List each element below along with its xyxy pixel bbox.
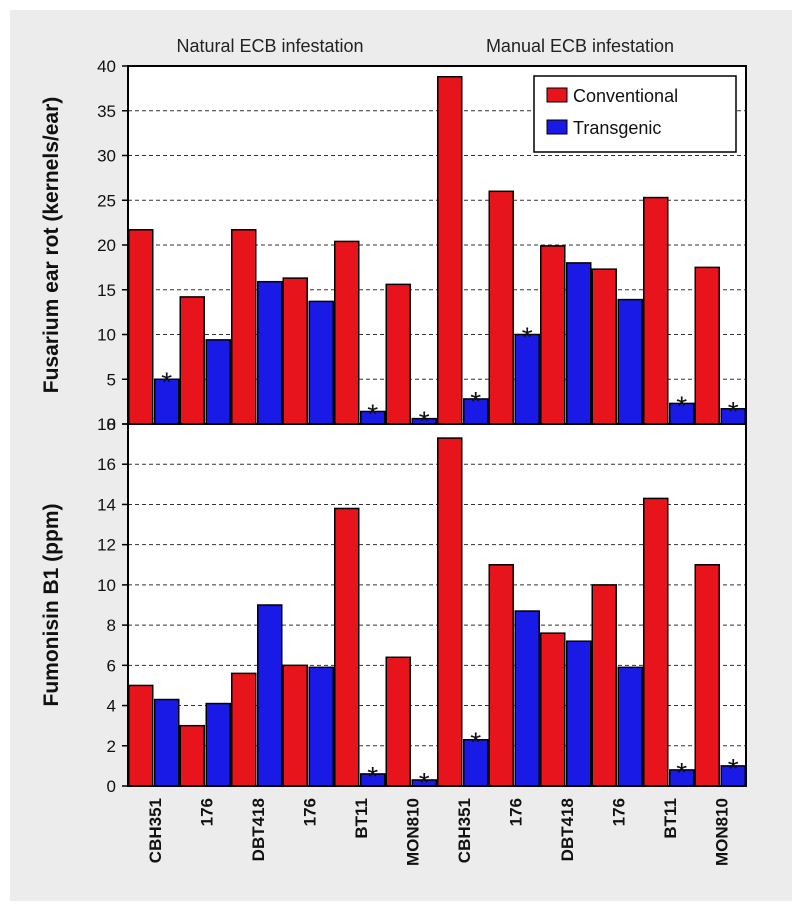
category-label: BT11: [352, 798, 371, 839]
bar-transgenic-176: [308, 300, 334, 425]
category-label: 176: [300, 798, 319, 826]
category-label: CBH351: [455, 798, 474, 863]
bar-conventional-bt11: [334, 240, 360, 425]
legend-label-transgenic: Transgenic: [573, 118, 661, 138]
category-label: MON810: [403, 798, 422, 866]
legend-label-conventional: Conventional: [573, 86, 678, 106]
y-tick-label: 15: [97, 281, 116, 300]
significance-star: *: [419, 767, 430, 798]
y-tick-label: 12: [97, 536, 116, 555]
bar-conventional-dbt418: [540, 632, 566, 787]
bar-conventional-bt11: [643, 196, 669, 425]
category-label: DBT418: [249, 798, 268, 861]
plot-panel-fusarium: 0 5 10 15 20 25 30 35 40 * * * * * * * * Fusarium ear rot…: [40, 0, 790, 437]
y-tick-label: 10: [97, 326, 116, 345]
y-tick-label: 40: [97, 57, 116, 76]
bar-transgenic-176: [514, 333, 540, 425]
bar-conventional-176: [282, 664, 308, 787]
bar-conventional-cbh351: [128, 229, 154, 425]
y-tick-label: 6: [107, 656, 116, 675]
bar-conventional-dbt418: [231, 229, 257, 425]
significance-star: *: [470, 386, 481, 417]
y-tick-label: 0: [107, 415, 116, 434]
significance-star: *: [676, 390, 687, 421]
y-axis-title: Fusarium ear rot (kernels/ear): [40, 97, 63, 393]
bar-transgenic-176: [617, 666, 643, 787]
bar-conventional-176: [488, 564, 514, 787]
bar-conventional-176: [488, 190, 514, 425]
bar-conventional-bt11: [643, 497, 669, 787]
significance-star: *: [367, 398, 378, 429]
y-tick-label: 4: [107, 697, 116, 716]
significance-star: *: [367, 761, 378, 792]
bar-conventional-cbh351: [437, 75, 463, 425]
significance-star: *: [728, 753, 739, 784]
bar-transgenic-dbt418: [257, 280, 283, 425]
significance-star: *: [522, 322, 533, 353]
y-tick-label: 2: [107, 737, 116, 756]
legend-swatch-conventional: [546, 87, 568, 103]
bar-conventional-176: [282, 277, 308, 425]
bar-transgenic-176: [308, 666, 334, 787]
y-tick-label: 0: [107, 777, 116, 796]
y-axis-title: Fumonisin B1 (ppm): [40, 504, 63, 707]
y-tick-label: 20: [97, 236, 116, 255]
bar-transgenic-dbt418: [566, 262, 592, 425]
category-label: CBH351: [146, 798, 165, 863]
legend-swatch-transgenic: [546, 119, 568, 135]
bar-conventional-cbh351: [437, 437, 463, 787]
significance-star: *: [419, 406, 430, 437]
bar-transgenic-dbt418: [566, 640, 592, 787]
category-label: 176: [506, 798, 525, 826]
category-label: 176: [609, 798, 628, 826]
bar-transgenic-dbt418: [257, 604, 283, 787]
plot-panel-fumonisin: 0 2 4 6 8 10 12 14 16 18 * * * * * Fumonisin B1 (ppm): [40, 415, 747, 798]
bar-transgenic-176: [617, 298, 643, 425]
y-tick-label: 10: [97, 576, 116, 595]
bar-conventional-mon810: [694, 266, 720, 425]
bar-conventional-176: [179, 296, 205, 425]
y-tick-label: 25: [97, 191, 116, 210]
bar-transgenic-176: [205, 339, 231, 425]
y-tick-label: 5: [107, 370, 116, 389]
significance-star: *: [161, 366, 172, 397]
category-label: MON810: [712, 798, 731, 866]
bar-conventional-bt11: [334, 507, 360, 787]
group-title: Natural ECB infestation: [176, 36, 363, 56]
bar-conventional-mon810: [385, 283, 411, 425]
significance-star: *: [728, 396, 739, 427]
y-tick-label: 16: [97, 455, 116, 474]
category-label: DBT418: [558, 798, 577, 861]
significance-star: *: [470, 727, 481, 758]
y-tick-label: 8: [107, 616, 116, 635]
legend-box: [533, 75, 737, 153]
bar-transgenic-176: [205, 702, 231, 787]
bar-transgenic-cbh351: [154, 698, 180, 787]
plot-frame: [127, 423, 747, 787]
legend: Conventional Transgenic: [533, 75, 737, 153]
significance-star: *: [676, 757, 687, 788]
bar-transgenic-cbh351: [463, 398, 489, 425]
bar-conventional-cbh351: [128, 684, 154, 787]
category-label: 176: [197, 798, 216, 826]
category-label: BT11: [661, 798, 680, 839]
y-tick-label: 18: [97, 415, 116, 434]
bar-conventional-176: [591, 268, 617, 425]
y-tick-label: 35: [97, 102, 116, 121]
bar-conventional-176: [179, 724, 205, 787]
significance-star: *: [779, 0, 790, 6]
bar-transgenic-cbh351: [463, 738, 489, 787]
bar-conventional-mon810: [694, 564, 720, 787]
group-title: Manual ECB infestation: [486, 36, 674, 56]
bar-transgenic-176: [514, 610, 540, 787]
bar-conventional-176: [591, 584, 617, 787]
y-tick-label: 14: [97, 495, 116, 514]
bar-conventional-dbt418: [231, 672, 257, 787]
bar-conventional-mon810: [385, 656, 411, 787]
bar-conventional-dbt418: [540, 245, 566, 425]
y-tick-label: 30: [97, 147, 116, 166]
